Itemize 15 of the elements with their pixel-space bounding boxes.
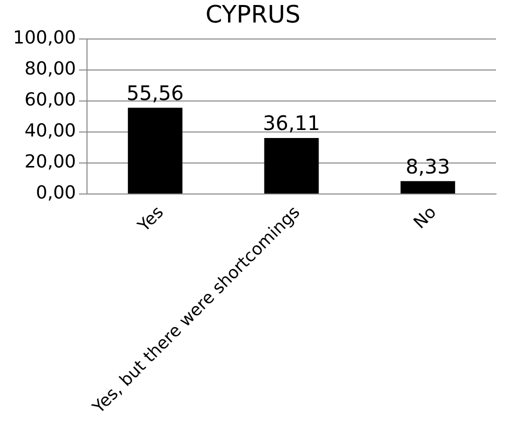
chart-title: CYPRUS [206,0,300,29]
y-tick-label: 100,00 [13,27,76,48]
y-tick-label: 40,00 [24,120,76,142]
data-label: 55,56 [126,80,184,105]
data-label: 36,11 [262,111,320,136]
bar [264,138,319,194]
x-tick-label: Yes [134,202,168,237]
data-label: 8,33 [406,154,450,178]
y-tick-label: 60,00 [24,90,76,111]
y-tick-label: 0,00 [36,182,76,204]
bar [128,108,182,194]
y-tick-label: 80,00 [24,58,76,80]
y-tick-label: 20,00 [24,152,76,173]
bar [400,181,456,194]
x-tick-label: No [410,202,440,234]
